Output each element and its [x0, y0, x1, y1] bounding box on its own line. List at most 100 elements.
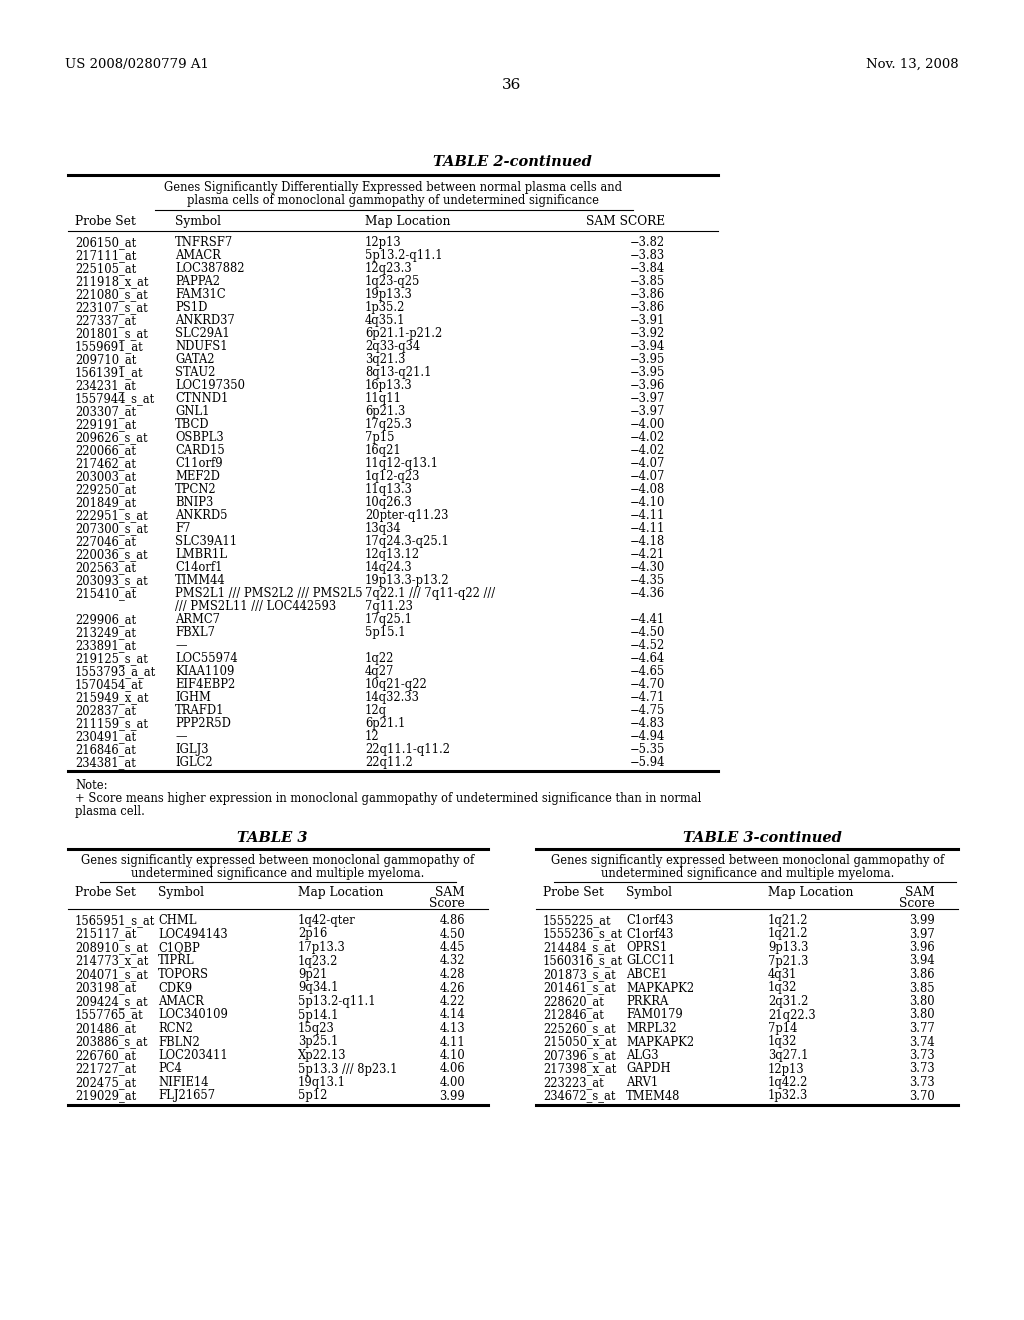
Text: 215410_at: 215410_at: [75, 587, 136, 601]
Text: LOC494143: LOC494143: [158, 928, 227, 940]
Text: 219125_s_at: 219125_s_at: [75, 652, 147, 665]
Text: 217462_at: 217462_at: [75, 457, 136, 470]
Text: GATA2: GATA2: [175, 352, 214, 366]
Text: TABLE 3-continued: TABLE 3-continued: [683, 832, 842, 845]
Text: 220066_at: 220066_at: [75, 444, 136, 457]
Text: 1q42-qter: 1q42-qter: [298, 913, 355, 927]
Text: plasma cells of monoclonal gammopathy of undetermined significance: plasma cells of monoclonal gammopathy of…: [187, 194, 599, 207]
Text: 6p21.1-p21.2: 6p21.1-p21.2: [365, 327, 442, 341]
Text: 12q13.12: 12q13.12: [365, 548, 420, 561]
Text: 17p13.3: 17p13.3: [298, 941, 346, 954]
Text: 9q34.1: 9q34.1: [298, 982, 339, 994]
Text: −3.91: −3.91: [630, 314, 665, 327]
Text: Symbol: Symbol: [158, 886, 204, 899]
Text: 3.77: 3.77: [909, 1022, 935, 1035]
Text: SAM SCORE: SAM SCORE: [586, 215, 665, 228]
Text: 203307_at: 203307_at: [75, 405, 136, 418]
Text: —: —: [175, 639, 186, 652]
Text: 3q27.1: 3q27.1: [768, 1049, 809, 1063]
Text: C1orf43: C1orf43: [626, 928, 674, 940]
Text: Genes significantly expressed between monoclonal gammopathy of: Genes significantly expressed between mo…: [551, 854, 944, 867]
Text: LMBR1L: LMBR1L: [175, 548, 227, 561]
Text: 202475_at: 202475_at: [75, 1076, 136, 1089]
Text: 19p13.3: 19p13.3: [365, 288, 413, 301]
Text: EIF4EBP2: EIF4EBP2: [175, 678, 236, 690]
Text: 214484_s_at: 214484_s_at: [543, 941, 615, 954]
Text: STAU2: STAU2: [175, 366, 215, 379]
Text: −3.96: −3.96: [630, 379, 665, 392]
Text: Probe Set: Probe Set: [75, 886, 136, 899]
Text: SAM: SAM: [435, 886, 465, 899]
Text: 6p21.3: 6p21.3: [365, 405, 406, 418]
Text: 17q25.1: 17q25.1: [365, 612, 413, 626]
Text: 4.10: 4.10: [439, 1049, 465, 1063]
Text: 1q23.2: 1q23.2: [298, 954, 338, 968]
Text: Map Location: Map Location: [768, 886, 853, 899]
Text: 16p13.3: 16p13.3: [365, 379, 413, 392]
Text: −4.11: −4.11: [630, 521, 665, 535]
Text: 1557765_at: 1557765_at: [75, 1008, 143, 1022]
Text: TBCD: TBCD: [175, 418, 210, 432]
Text: 223107_s_at: 223107_s_at: [75, 301, 147, 314]
Text: 213249_at: 213249_at: [75, 626, 136, 639]
Text: −4.11: −4.11: [630, 510, 665, 521]
Text: 1557944_s_at: 1557944_s_at: [75, 392, 156, 405]
Text: 3.73: 3.73: [909, 1076, 935, 1089]
Text: US 2008/0280779 A1: US 2008/0280779 A1: [65, 58, 209, 71]
Text: 10q21-q22: 10q21-q22: [365, 678, 428, 690]
Text: C1orf43: C1orf43: [626, 913, 674, 927]
Text: 3.86: 3.86: [909, 968, 935, 981]
Text: 207396_s_at: 207396_s_at: [543, 1049, 615, 1063]
Text: ABCE1: ABCE1: [626, 968, 668, 981]
Text: 4.28: 4.28: [439, 968, 465, 981]
Text: Symbol: Symbol: [175, 215, 221, 228]
Text: 201849_at: 201849_at: [75, 496, 136, 510]
Text: 1p32.3: 1p32.3: [768, 1089, 808, 1102]
Text: 1559691_at: 1559691_at: [75, 341, 143, 352]
Text: 1570454_at: 1570454_at: [75, 678, 143, 690]
Text: 10q26.3: 10q26.3: [365, 496, 413, 510]
Text: PPP2R5D: PPP2R5D: [175, 717, 230, 730]
Text: IGLJ3: IGLJ3: [175, 743, 209, 756]
Text: 203886_s_at: 203886_s_at: [75, 1035, 147, 1048]
Text: 3.85: 3.85: [909, 982, 935, 994]
Text: −3.97: −3.97: [630, 392, 665, 405]
Text: ALG3: ALG3: [626, 1049, 658, 1063]
Text: F7: F7: [175, 521, 190, 535]
Text: 12q23.3: 12q23.3: [365, 261, 413, 275]
Text: 234672_s_at: 234672_s_at: [543, 1089, 615, 1102]
Text: 209626_s_at: 209626_s_at: [75, 432, 147, 444]
Text: + Score means higher expression in monoclonal gammopathy of undetermined signifi: + Score means higher expression in monoc…: [75, 792, 701, 805]
Text: TOPORS: TOPORS: [158, 968, 209, 981]
Text: TNFRSF7: TNFRSF7: [175, 236, 233, 249]
Text: 1q21.2: 1q21.2: [768, 928, 809, 940]
Text: PRKRA: PRKRA: [626, 995, 669, 1008]
Text: NDUFS1: NDUFS1: [175, 341, 227, 352]
Text: −4.50: −4.50: [630, 626, 665, 639]
Text: 212846_at: 212846_at: [543, 1008, 604, 1022]
Text: Note:: Note:: [75, 779, 108, 792]
Text: 17q25.3: 17q25.3: [365, 418, 413, 432]
Text: Probe Set: Probe Set: [543, 886, 604, 899]
Text: TIPRL: TIPRL: [158, 954, 195, 968]
Text: 233891_at: 233891_at: [75, 639, 136, 652]
Text: 207300_s_at: 207300_s_at: [75, 521, 147, 535]
Text: 201461_s_at: 201461_s_at: [543, 982, 615, 994]
Text: 4q31: 4q31: [768, 968, 798, 981]
Text: plasma cell.: plasma cell.: [75, 805, 144, 818]
Text: 3.73: 3.73: [909, 1049, 935, 1063]
Text: 6p21.1: 6p21.1: [365, 717, 406, 730]
Text: CHML: CHML: [158, 913, 197, 927]
Text: ARV1: ARV1: [626, 1076, 658, 1089]
Text: TIMM44: TIMM44: [175, 574, 225, 587]
Text: 3p25.1: 3p25.1: [298, 1035, 338, 1048]
Text: 3q21.3: 3q21.3: [365, 352, 406, 366]
Text: 1555225_at: 1555225_at: [543, 913, 611, 927]
Text: 4.26: 4.26: [439, 982, 465, 994]
Text: 222951_s_at: 222951_s_at: [75, 510, 147, 521]
Text: 12p13: 12p13: [365, 236, 401, 249]
Text: MAPKAPK2: MAPKAPK2: [626, 982, 694, 994]
Text: 15q23: 15q23: [298, 1022, 335, 1035]
Text: −4.65: −4.65: [630, 665, 665, 678]
Text: undetermined significance and multiple myeloma.: undetermined significance and multiple m…: [131, 867, 425, 880]
